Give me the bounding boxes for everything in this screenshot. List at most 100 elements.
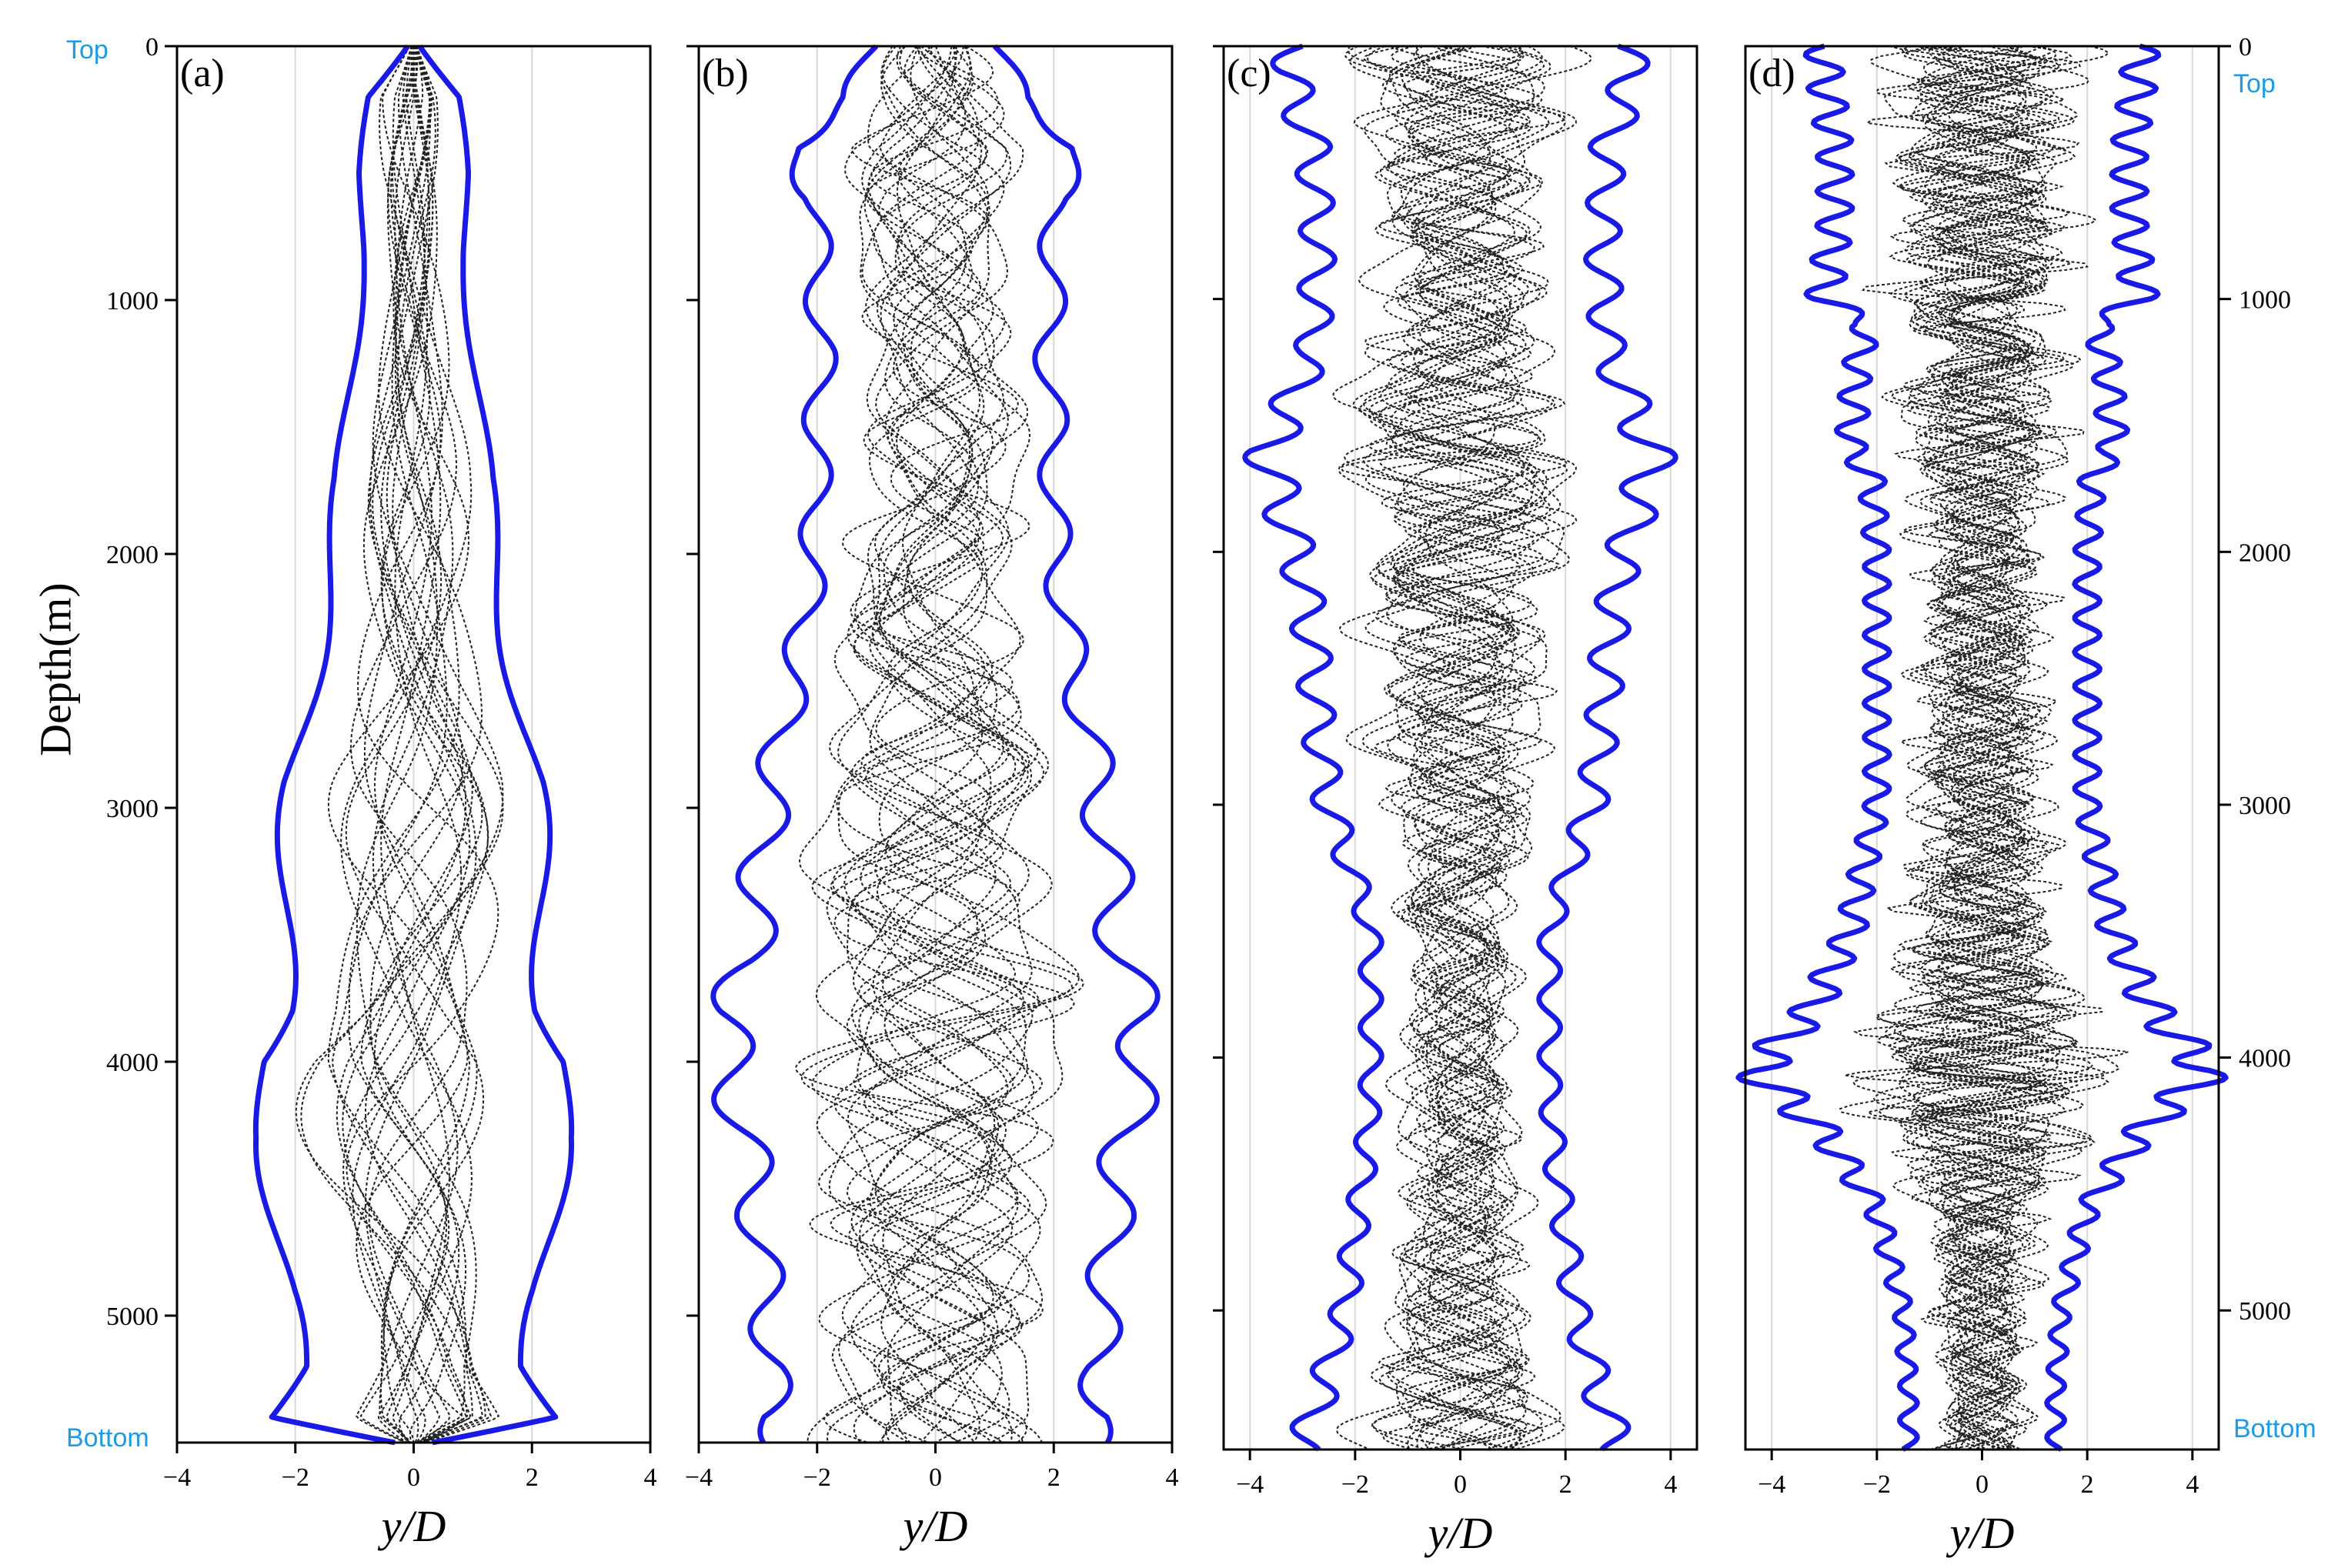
panel-a-trace-line	[332, 45, 493, 1443]
panel-c-trace-line	[1378, 45, 1568, 1450]
panel-c-trace-line	[1358, 45, 1565, 1450]
panel-b-x-tick-label: 4	[1166, 1463, 1179, 1492]
panel-c-trace-line	[1349, 45, 1561, 1450]
panel-b-trace-line	[837, 45, 1047, 1443]
panel-b-x-axis-title: y/D	[900, 1501, 968, 1551]
panel-c-x-tick-label: 4	[1664, 1470, 1677, 1499]
panel-c-trace-line	[1359, 45, 1552, 1450]
panel-a-trace-line	[367, 45, 473, 1443]
panel-d-y-tick-label: 1000	[2239, 286, 2291, 315]
panel-d-trace-line	[1899, 45, 2050, 1450]
panel-b-trace-line	[798, 45, 1064, 1443]
panel-d-trace-line	[1920, 45, 2049, 1450]
panel-d-y-tick-label: 2000	[2239, 539, 2291, 567]
panel-d-trace-line	[1889, 45, 2057, 1450]
bottom-marker-right: Bottom	[2233, 1414, 2316, 1443]
panel-a-trace-line	[295, 45, 489, 1443]
panel-b-x-tick-label: −4	[685, 1463, 713, 1492]
panel-d-trace-line	[1878, 45, 2061, 1450]
panel-a-trace-line	[362, 45, 483, 1443]
panel-b-trace-line	[817, 45, 1044, 1443]
bottom-marker-left: Bottom	[66, 1423, 149, 1453]
panel-a-trace-line	[342, 45, 489, 1443]
panel-b-trace-line	[816, 45, 1044, 1443]
panel-a-x-tick-label: 0	[407, 1463, 420, 1492]
panel-b-trace-line	[800, 45, 1084, 1443]
panel-c-envelope-left	[1242, 43, 1384, 1452]
panel-a-trace-line	[349, 45, 468, 1443]
panel-a-trace-line	[345, 45, 485, 1443]
panel-c-label: (c)	[1227, 52, 1271, 95]
panel-d-x-tick-label: 2	[2081, 1470, 2094, 1499]
panel-a-y-tick-label: 4000	[106, 1049, 159, 1077]
panel-d-envelope-right	[2044, 43, 2229, 1452]
panel-b-trace-line	[811, 45, 1040, 1443]
panel-c-x-tick-label: 2	[1559, 1470, 1572, 1499]
panel-d-y-tick-label: 0	[2239, 33, 2252, 62]
panel-a-label: (a)	[180, 52, 225, 95]
panel-b-x-tick-label: 2	[1047, 1463, 1060, 1492]
panel-c-x-tick-label: −4	[1236, 1470, 1264, 1499]
panel-b-x-tick-label: −2	[803, 1463, 831, 1492]
panel-d-x-tick-label: 0	[1976, 1470, 1989, 1499]
panel-b-trace-line	[831, 45, 1080, 1443]
panel-a-trace-line	[300, 45, 504, 1443]
panel-d-trace-line	[1897, 45, 2076, 1450]
panel-a-envelope-right	[417, 44, 575, 1446]
y-axis-title: Depth(m)	[30, 582, 80, 756]
panel-a-envelope-left	[252, 44, 410, 1446]
panel-c-trace-line	[1362, 45, 1550, 1450]
panel-a-trace-line	[359, 45, 483, 1443]
panel-b-trace-line	[826, 45, 1045, 1443]
panel-d-y-tick-label: 4000	[2239, 1045, 2291, 1073]
panel-b-trace-line	[843, 45, 1035, 1443]
panel-b-label: (b)	[702, 52, 749, 95]
panel-b-trace-line	[815, 45, 1033, 1443]
panel-a-y-tick-label: 3000	[106, 795, 159, 823]
panel-b-trace-line	[846, 45, 1050, 1443]
panel-a-x-tick-label: 2	[526, 1463, 539, 1492]
panel-a-trace-line	[356, 45, 477, 1443]
panel-d-trace-line	[1844, 45, 2129, 1450]
panel-c-trace-line	[1363, 45, 1566, 1450]
panel-a-x-tick-label: −2	[282, 1463, 309, 1492]
panel-d-y-tick-label: 5000	[2239, 1297, 2291, 1326]
panel-d-x-tick-label: −4	[1758, 1470, 1785, 1499]
panel-a-x-tick-label: −4	[163, 1463, 191, 1492]
panel-a-y-tick-label: 0	[145, 33, 159, 62]
panel-c-trace-line	[1375, 45, 1525, 1450]
panel-a-trace-line	[369, 45, 464, 1443]
panel-c-trace-line	[1377, 45, 1546, 1450]
panel-d: −4 −2 0 2 4 0 1000 2000 3000 4000 5000 (d) y/D	[1735, 33, 2291, 1558]
panel-a-trace-line	[340, 45, 473, 1443]
panel-a-trace-line	[342, 45, 504, 1443]
panel-a-trace-line	[348, 45, 483, 1443]
top-marker-left: Top	[66, 35, 109, 65]
panel-d-trace-line	[1898, 45, 2068, 1450]
panel-c-trace-line	[1353, 45, 1578, 1450]
panel-b-trace-line	[856, 45, 1007, 1443]
panel-a-trace-line	[346, 45, 499, 1443]
panel-a-x-tick-label: 4	[644, 1463, 657, 1492]
panel-a-trace-line	[373, 45, 478, 1443]
panel-c-x-axis-title: y/D	[1425, 1508, 1493, 1558]
panel-b-envelope-right	[992, 44, 1161, 1444]
panel-a-y-tick-label: 5000	[106, 1303, 159, 1331]
panel-d-x-axis-title: y/D	[1946, 1508, 2015, 1558]
panel-a: −4 −2 0 2 4 0 1000 2000 3000 4000 5000 (a) y/D	[106, 33, 657, 1551]
panel-c-trace-line	[1378, 45, 1551, 1450]
panel-d-x-tick-label: −2	[1863, 1470, 1891, 1499]
panel-d-y-tick-label: 3000	[2239, 792, 2291, 820]
panel-c-trace-line	[1368, 45, 1538, 1450]
panel-c-trace-line	[1368, 45, 1568, 1450]
panel-a-x-axis-title: y/D	[378, 1501, 446, 1551]
panel-b-trace-line	[832, 45, 1027, 1443]
panel-b-trace-line	[846, 45, 1039, 1443]
panel-c-x-tick-label: −2	[1341, 1470, 1369, 1499]
panel-b-trace-line	[809, 45, 1075, 1443]
panel-d-label: (d)	[1748, 52, 1795, 95]
panel-b-trace-line	[837, 45, 1033, 1443]
panel-a-y-tick-label: 2000	[106, 541, 159, 569]
panel-d-trace-line	[1885, 45, 2106, 1450]
